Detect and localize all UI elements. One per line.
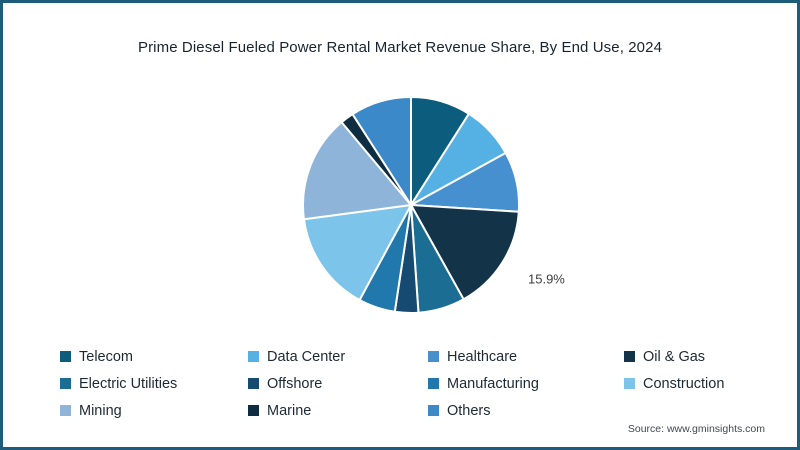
legend-label: Construction: [643, 375, 725, 392]
legend-swatch-icon: [428, 351, 439, 362]
legend-swatch-icon: [60, 378, 71, 389]
legend-label: Offshore: [267, 375, 323, 392]
legend-label: Oil & Gas: [643, 348, 706, 365]
legend-item-data-center[interactable]: Data Center: [248, 349, 428, 365]
legend-item-healthcare[interactable]: Healthcare: [428, 349, 624, 365]
pie-chart: 15.9%: [302, 96, 565, 314]
legend-item-marine[interactable]: Marine: [248, 403, 428, 419]
legend-item-oil-gas[interactable]: Oil & Gas: [624, 349, 778, 365]
legend-item-electric-utilities[interactable]: Electric Utilities: [60, 376, 248, 392]
legend-swatch-icon: [248, 378, 259, 389]
legend-item-construction[interactable]: Construction: [624, 376, 778, 392]
legend-swatch-icon: [60, 405, 71, 416]
legend-swatch-icon: [248, 351, 259, 362]
legend-swatch-icon: [428, 405, 439, 416]
data-label-oil-gas: 15.9%: [528, 272, 565, 287]
pie-slice-oil-gas[interactable]: [410, 204, 520, 301]
legend-item-telecom[interactable]: Telecom: [60, 349, 248, 365]
legend-label: Manufacturing: [447, 375, 539, 392]
legend-label: Electric Utilities: [79, 375, 178, 392]
pie-slice-mining[interactable]: [302, 121, 412, 221]
legend: Telecom Data Center Healthcare Oil & Gas Ele…: [60, 343, 778, 424]
legend-label: Data Center: [267, 348, 346, 365]
legend-item-others[interactable]: Others: [428, 403, 624, 419]
legend-swatch-icon: [60, 351, 71, 362]
legend-label: Telecom: [79, 348, 133, 365]
source-note: Source: www.gminsights.com: [627, 423, 765, 435]
pie-slice-construction[interactable]: [302, 204, 412, 301]
chart-title: Prime Diesel Fueled Power Rental Market …: [137, 39, 663, 56]
legend-swatch-icon: [624, 351, 635, 362]
legend-label: Marine: [267, 402, 312, 419]
legend-label: Others: [447, 402, 491, 419]
legend-label: Mining: [79, 402, 122, 419]
pie-slice-others[interactable]: [351, 96, 412, 206]
legend-item-manufacturing[interactable]: Manufacturing: [428, 376, 624, 392]
legend-item-offshore[interactable]: Offshore: [248, 376, 428, 392]
legend-swatch-icon: [248, 405, 259, 416]
legend-item-mining[interactable]: Mining: [60, 403, 248, 419]
legend-swatch-icon: [428, 378, 439, 389]
legend-swatch-icon: [624, 378, 635, 389]
legend-label: Healthcare: [447, 348, 518, 365]
